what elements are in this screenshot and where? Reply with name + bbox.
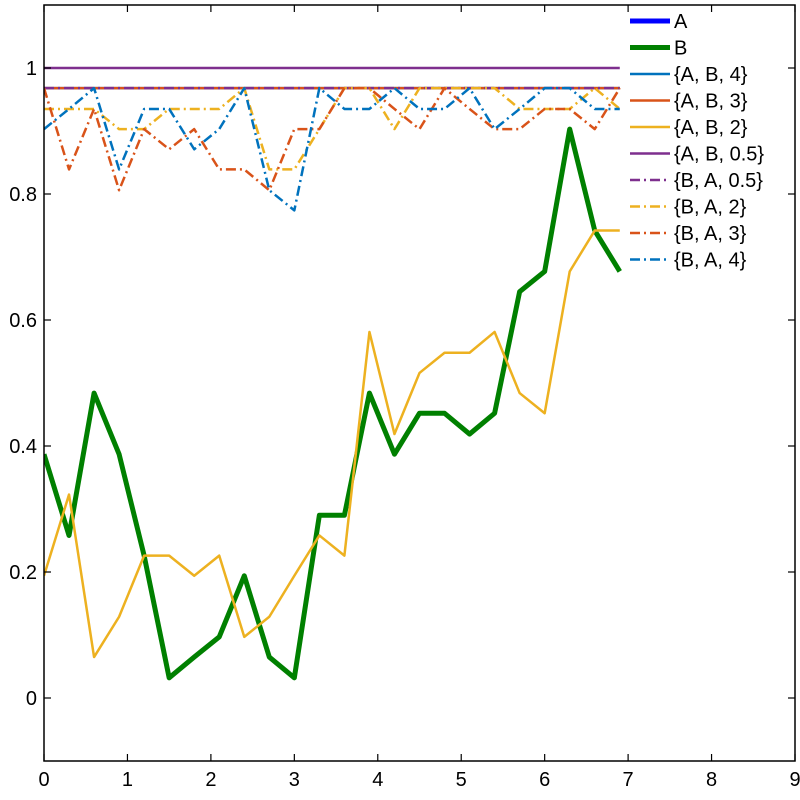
legend-label: B bbox=[674, 38, 687, 60]
legend-label: {B, A, 2} bbox=[674, 197, 747, 219]
legend: AB {A, B, 4} {A, B, 3} {A, B, 2} {A, B, 0.5}… bbox=[630, 11, 764, 272]
y-tick-label: 0.8 bbox=[9, 184, 37, 206]
x-tick-label: 6 bbox=[539, 769, 550, 791]
series-line-1 bbox=[44, 126, 622, 681]
legend-label: {A, B, 2} bbox=[674, 117, 748, 139]
series-line-9 bbox=[44, 86, 620, 212]
y-tick-label: 0 bbox=[26, 688, 37, 710]
legend-label: {A, B, 4} bbox=[674, 64, 748, 86]
legend-label: A bbox=[674, 11, 688, 33]
y-tick-label: 0.2 bbox=[9, 562, 37, 584]
y-tick-label: 0.4 bbox=[9, 436, 37, 458]
x-tick-label: 0 bbox=[38, 769, 49, 791]
legend-label: {B, A, 0.5} bbox=[674, 170, 763, 192]
plot-frame bbox=[43, 4, 796, 762]
x-tick-label: 3 bbox=[289, 769, 300, 791]
x-tick-label: 2 bbox=[205, 769, 216, 791]
legend-label: {B, A, 4} bbox=[674, 250, 747, 272]
legend-label: {A, B, 3} bbox=[674, 91, 748, 113]
plot-area bbox=[44, 5, 795, 761]
x-tick-label: 1 bbox=[122, 769, 133, 791]
y-tick-label: 1 bbox=[26, 58, 37, 80]
series-line-4 bbox=[44, 229, 620, 659]
x-tick-label: 9 bbox=[789, 769, 800, 791]
x-tick-label: 4 bbox=[372, 769, 383, 791]
series-layer bbox=[44, 66, 622, 681]
y-tick-label: 0.6 bbox=[9, 310, 37, 332]
x-tick-label: 5 bbox=[456, 769, 467, 791]
legend-label: {A, B, 0.5} bbox=[674, 144, 764, 166]
ticks-layer: 0 1 2 3 4 5 6 7 8 9 0 0.2 0.4 0.6 0.8 1 bbox=[9, 5, 800, 791]
x-tick-label: 8 bbox=[706, 769, 717, 791]
x-tick-label: 7 bbox=[623, 769, 634, 791]
legend-label: {B, A, 3} bbox=[674, 223, 747, 245]
series-line-8 bbox=[44, 86, 621, 192]
